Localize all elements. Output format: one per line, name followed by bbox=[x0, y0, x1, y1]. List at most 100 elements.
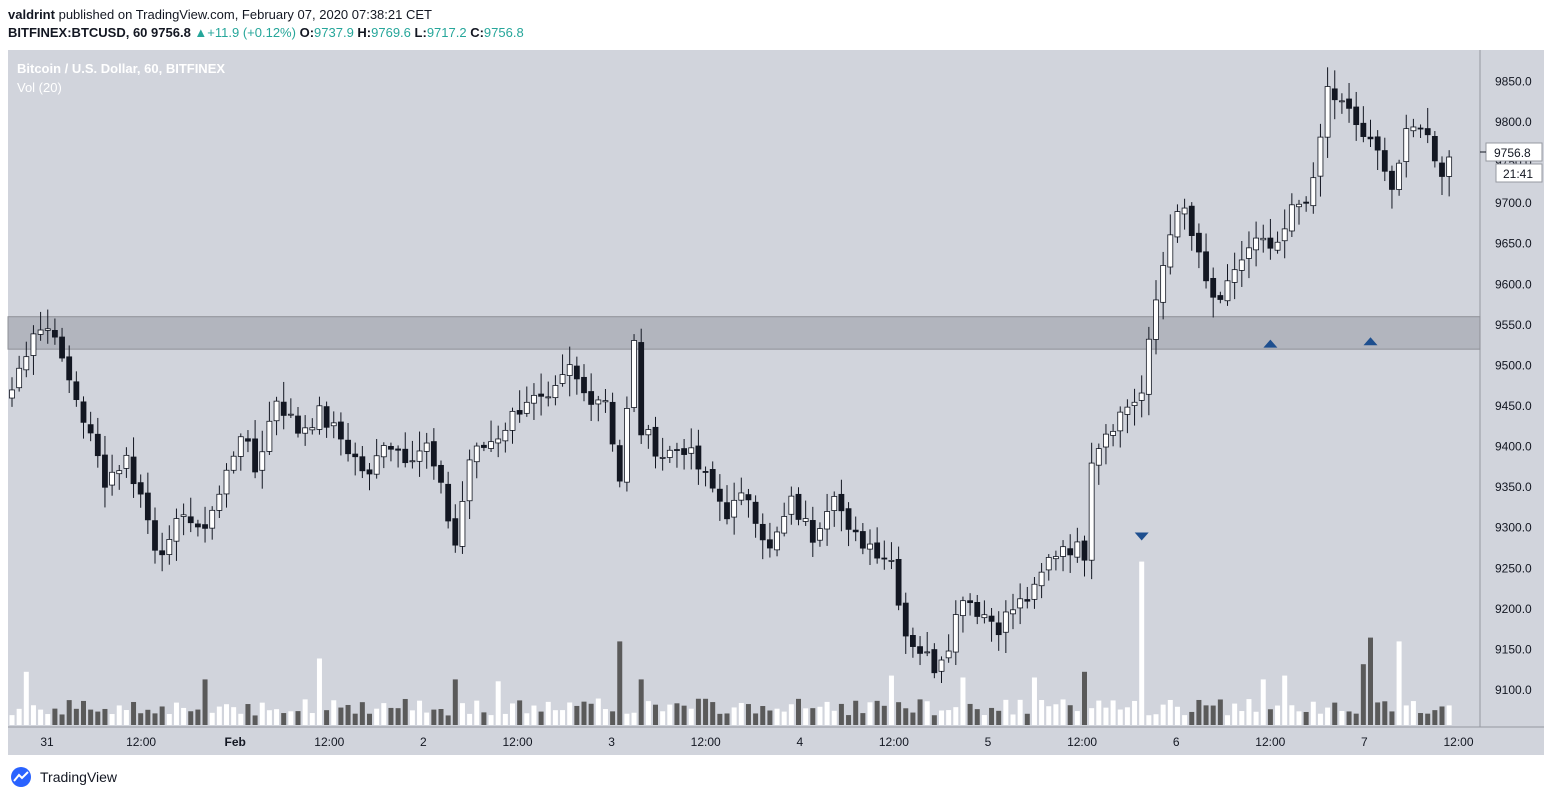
candle-body bbox=[874, 542, 881, 559]
candle-body bbox=[252, 438, 259, 473]
volume-bar bbox=[1010, 714, 1016, 725]
volume-bar bbox=[1110, 700, 1116, 725]
candle-body bbox=[995, 622, 1002, 636]
candle-body bbox=[1060, 546, 1066, 557]
volume-bar bbox=[374, 708, 380, 725]
price-tick-label: 9200.0 bbox=[1495, 602, 1532, 616]
price-change: +11.9 (+0.12%) bbox=[207, 25, 296, 40]
volume-bar bbox=[1082, 671, 1087, 725]
candle-body bbox=[845, 508, 852, 530]
volume-bar bbox=[1031, 677, 1037, 725]
time-scale-background[interactable] bbox=[8, 727, 1544, 755]
volume-bar bbox=[1017, 699, 1023, 725]
volume-label: Vol (20) bbox=[17, 80, 62, 95]
candle-body bbox=[245, 438, 251, 442]
candle-body bbox=[566, 364, 573, 376]
chart-header: valdrint published on TradingView.com, F… bbox=[8, 6, 524, 42]
candle-body bbox=[1410, 126, 1417, 132]
candle-body bbox=[1124, 406, 1131, 415]
up-arrow-marker bbox=[1263, 339, 1278, 348]
volume-bar bbox=[1368, 637, 1373, 725]
candle-body bbox=[945, 650, 952, 659]
candle-body bbox=[216, 493, 223, 511]
time-tick-label: 12:00 bbox=[502, 735, 532, 749]
volume-bar bbox=[474, 700, 480, 725]
volume-bar bbox=[481, 712, 487, 725]
chart-title: Bitcoin / U.S. Dollar, 60, BITFINEX bbox=[17, 61, 225, 76]
volume-bar bbox=[23, 671, 29, 725]
volume-bar bbox=[159, 706, 165, 725]
candle-body bbox=[1160, 265, 1167, 303]
volume-bar bbox=[745, 704, 751, 725]
countdown-label: 21:41 bbox=[1503, 167, 1533, 181]
candle-body bbox=[609, 401, 616, 445]
candle-body bbox=[1167, 234, 1174, 268]
candle-body bbox=[552, 385, 559, 399]
candle-body bbox=[1145, 338, 1152, 395]
volume-bar bbox=[30, 705, 36, 725]
volume-bar bbox=[1296, 711, 1302, 725]
candle-body bbox=[1067, 548, 1074, 556]
price-scale-background[interactable] bbox=[1480, 50, 1544, 727]
candle-body bbox=[1103, 433, 1109, 448]
footer-brand[interactable]: TradingView bbox=[8, 766, 117, 788]
volume-bar bbox=[1353, 713, 1359, 725]
up-arrow-marker bbox=[1363, 337, 1378, 346]
candle-body bbox=[109, 471, 115, 486]
candle-body bbox=[16, 367, 23, 389]
candle-body bbox=[638, 342, 645, 436]
volume-bar bbox=[1425, 713, 1431, 725]
candle-body bbox=[731, 499, 738, 518]
candle-body bbox=[166, 539, 173, 555]
volume-bar bbox=[145, 709, 151, 725]
candle-body bbox=[273, 400, 280, 422]
candle-body bbox=[931, 649, 938, 674]
candle-body bbox=[1417, 127, 1424, 130]
volume-bar bbox=[502, 713, 508, 725]
candle-body bbox=[1331, 88, 1338, 101]
volume-bar bbox=[417, 700, 423, 725]
volume-bar bbox=[238, 713, 244, 725]
volume-bar bbox=[1182, 715, 1188, 725]
time-tick-label: 12:00 bbox=[126, 735, 156, 749]
volume-bars bbox=[9, 561, 1452, 725]
candle-body bbox=[316, 405, 323, 430]
candle-body bbox=[259, 451, 266, 471]
price-tick-label: 9700.0 bbox=[1495, 196, 1532, 210]
volume-bar bbox=[88, 709, 94, 725]
candle-body bbox=[1038, 571, 1045, 587]
volume-bar bbox=[846, 715, 852, 725]
candle-body bbox=[910, 635, 916, 647]
volume-bar bbox=[1246, 699, 1252, 725]
candle-body bbox=[1024, 599, 1031, 602]
candle-body bbox=[917, 646, 923, 654]
time-tick-label: 2 bbox=[420, 735, 427, 749]
candle-body bbox=[187, 516, 194, 524]
candle-body bbox=[87, 424, 94, 434]
volume-bar bbox=[860, 713, 866, 725]
publish-info: published on TradingView.com, February 0… bbox=[58, 7, 432, 22]
candle-body bbox=[102, 454, 108, 488]
candle-body bbox=[330, 422, 337, 427]
volume-bar bbox=[324, 710, 330, 725]
publisher-name[interactable]: valdrint bbox=[8, 7, 55, 22]
volume-bar bbox=[359, 702, 365, 725]
candle-body bbox=[1260, 237, 1267, 241]
volume-bar bbox=[1053, 704, 1059, 725]
candle-body bbox=[573, 365, 580, 380]
candle-body bbox=[709, 469, 716, 489]
candle-body bbox=[123, 454, 130, 469]
volume-bar bbox=[66, 700, 72, 725]
volume-bar bbox=[1389, 711, 1395, 725]
candle-body bbox=[1324, 86, 1331, 138]
volume-bar bbox=[681, 705, 687, 725]
candle-body bbox=[724, 502, 730, 520]
support-zone[interactable] bbox=[7, 316, 1481, 350]
volume-bar bbox=[302, 699, 308, 725]
candle-body bbox=[1374, 136, 1381, 151]
volume-bar bbox=[1089, 708, 1095, 725]
candle-body bbox=[280, 401, 287, 416]
candle-body bbox=[1224, 280, 1231, 302]
volume-bar bbox=[1267, 709, 1273, 725]
